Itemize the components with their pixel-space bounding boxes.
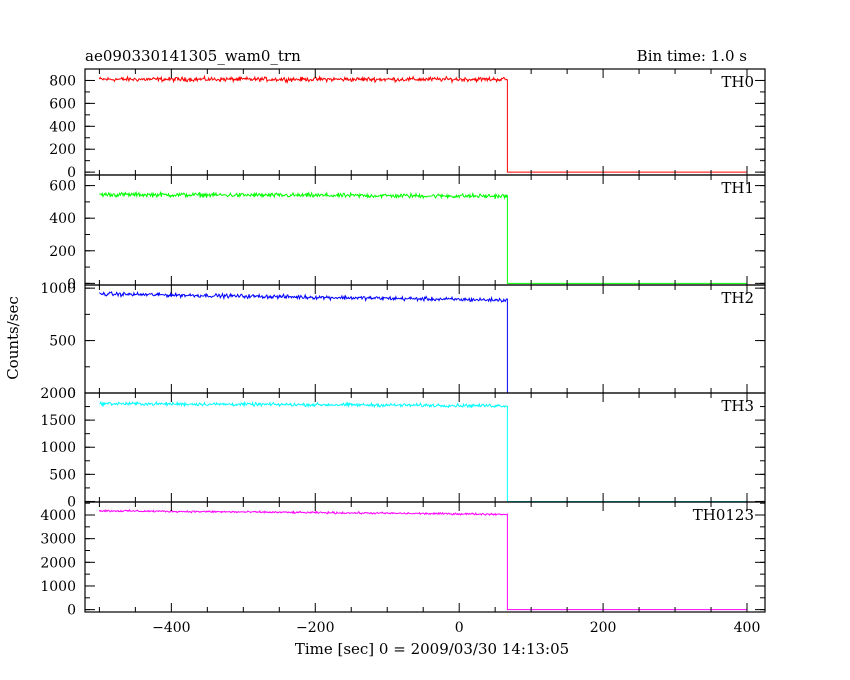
series-line-th2 (99, 290, 748, 394)
y-tick-label: 400 (49, 211, 76, 227)
y-tick-label: 2000 (40, 555, 76, 571)
series-line-th1 (99, 190, 748, 284)
panel-label: TH3 (721, 397, 754, 415)
panel-th0: TH0 0 200 400 600 800 (49, 68, 766, 181)
y-tick-label: 500 (49, 467, 76, 483)
panel-th2: TH2 0 500 1000 (40, 281, 766, 402)
y-tick-label: 0 (67, 276, 76, 292)
series-line-th0123 (98, 508, 748, 611)
panel-label: TH0123 (693, 506, 754, 524)
x-tick-label: −200 (296, 620, 334, 636)
panel-frame (84, 284, 766, 394)
y-tick-label: 600 (49, 96, 76, 112)
y-tick-label: 0 (67, 386, 76, 402)
panel-th0123: TH0123 0 1000 2000 3000 4000 (40, 501, 766, 619)
y-tick-label: 800 (49, 73, 76, 89)
y-tick-label: 3000 (40, 532, 76, 548)
x-tick-label: −400 (152, 620, 190, 636)
chart-title: ae090330141305_wam0_trn (85, 47, 301, 65)
bin-time-label: Bin time: 1.0 s (637, 47, 747, 65)
y-tick-label: 2000 (40, 386, 76, 402)
y-tick-label: 4000 (40, 508, 76, 524)
y-tick-label: 0 (67, 603, 76, 619)
y-tick-label: 600 (49, 179, 76, 195)
panel-th1: TH1 0 200 400 600 (49, 174, 766, 292)
panel-th3: TH3 0 500 1000 1500 2000 (40, 386, 766, 510)
y-tick-label: 1000 (40, 281, 76, 297)
panels-group: TH0 0 200 400 600 800 TH1 0 200 400 600 TH2 0 500 1000… (40, 68, 766, 636)
y-tick-label: 200 (49, 142, 76, 158)
x-tick-label: 400 (734, 620, 761, 636)
panel-frame (84, 68, 766, 176)
x-axis-label: Time [sec] 0 = 2009/03/30 14:13:05 (295, 640, 569, 658)
y-axis-label: Counts/sec (4, 296, 22, 380)
y-tick-label: 1000 (40, 440, 76, 456)
panel-label: TH0 (721, 73, 754, 91)
series-line-th3 (99, 400, 748, 502)
y-tick-label: 0 (67, 494, 76, 510)
y-tick-label: 500 (49, 334, 76, 350)
panel-frame (84, 501, 766, 613)
series-line-th0 (98, 74, 748, 173)
panel-frame (84, 392, 766, 503)
panel-label: TH1 (721, 179, 754, 197)
y-tick-label: 1000 (40, 579, 76, 595)
panel-label: TH2 (721, 289, 754, 307)
y-tick-label: 0 (67, 165, 76, 181)
x-tick-label: 200 (590, 620, 617, 636)
y-tick-label: 1500 (40, 413, 76, 429)
x-tick-label: 0 (455, 620, 464, 636)
panel-frame (84, 174, 766, 286)
y-tick-label: 200 (49, 244, 76, 260)
y-tick-label: 400 (49, 119, 76, 135)
